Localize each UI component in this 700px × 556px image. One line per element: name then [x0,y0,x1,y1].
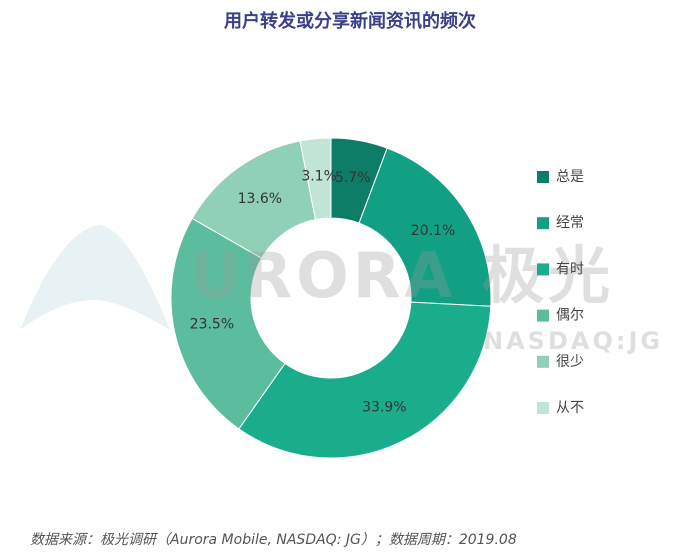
legend-label: 很少 [556,354,584,370]
donut-slice [358,147,492,307]
value-label: 20.1% [411,223,455,239]
value-label: 33.9% [362,400,406,416]
watermark-logo [20,225,170,330]
legend-swatch [537,263,549,276]
legend-swatch [537,217,549,230]
legend-label: 总是 [556,169,584,185]
legend-swatch [537,402,549,414]
watermark: URORA 极光 [190,239,614,312]
source-note: 数据来源：极光调研（Aurora Mobile, NASDAQ: JG）；数据周… [30,532,517,548]
legend-swatch [537,309,549,322]
watermark: NASDAQ:JG [483,327,663,355]
legend-label: 有时 [556,261,584,277]
legend-label: 从不 [556,400,584,416]
legend-swatch [537,355,549,368]
value-label: 5.7% [335,170,371,186]
legend-label: 偶尔 [556,308,584,324]
value-label: 3.1% [301,169,337,185]
donut-slice [238,301,492,459]
chart-title: 用户转发或分享新闻资讯的频次 [224,10,476,32]
donut-slice [299,137,332,221]
value-label: 23.5% [190,316,234,332]
donut-slice [170,217,286,430]
value-label: 13.6% [238,191,282,207]
legend-label: 经常 [556,215,584,231]
legend-swatch [537,171,549,183]
